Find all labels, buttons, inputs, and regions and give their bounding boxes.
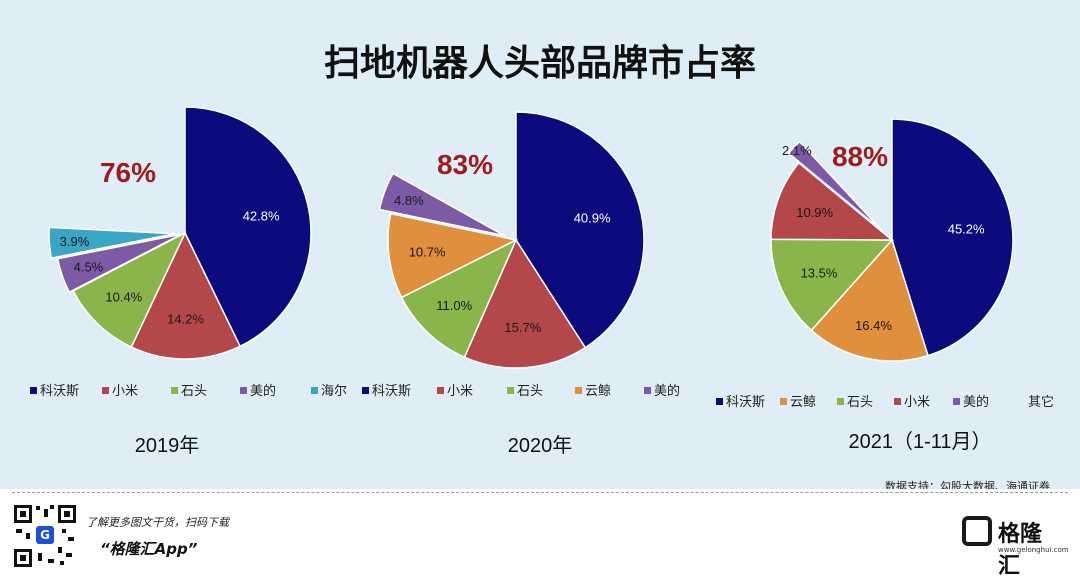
legend-swatch-科沃斯 — [362, 387, 369, 394]
legend-item-海尔: 海尔 — [321, 384, 347, 399]
top-share-label: 76% — [100, 157, 156, 188]
top-share-label: 88% — [832, 141, 888, 172]
legend-item-科沃斯: 科沃斯 — [40, 384, 79, 399]
slice-美的 — [787, 140, 883, 231]
legend-item-小米: 小米 — [904, 395, 930, 410]
pie-chart-3: 45.2% 16.4% 13.5% 10.9% 2.1% 88% 科沃斯 云鲸 石头 小米 美的 其它… — [716, 118, 1054, 453]
slice-label-小米: 10.9% — [796, 205, 833, 220]
brand-logo: 格隆汇 www.gelonghui.com — [962, 512, 1069, 579]
pie-charts: 42.8%14.2%10.4%4.5%3.9%76%科沃斯 小米 石头 美的 海尔201… — [30, 106, 1054, 457]
slice-label-美的: 4.8% — [394, 193, 424, 208]
slice-label-科沃斯: 45.2% — [948, 222, 985, 237]
slice-小米 — [463, 238, 587, 369]
slice-label-美的: 2.1% — [782, 143, 812, 158]
slice-label-云鲸: 16.4% — [855, 318, 892, 333]
slice-label-石头: 10.4% — [105, 290, 142, 305]
slice-科沃斯 — [891, 118, 1014, 357]
legend-item-石头: 石头 — [181, 384, 207, 399]
qr-code[interactable]: G — [12, 503, 78, 569]
legend-swatch-美的 — [953, 398, 960, 405]
brand-url: www.gelonghui.com — [998, 546, 1069, 554]
legend-item-石头: 石头 — [517, 384, 543, 399]
slice-label-小米: 15.7% — [504, 320, 541, 335]
slice-label-科沃斯: 42.8% — [243, 208, 280, 223]
slice-石头 — [72, 231, 187, 349]
legend-item-其它: 其它 — [1028, 394, 1054, 410]
legend-swatch-小米 — [102, 387, 109, 394]
brand-g-icon — [962, 516, 992, 546]
app-name[interactable]: “格隆汇App” — [100, 540, 198, 558]
footer — [0, 489, 1080, 584]
slice-石头 — [770, 238, 894, 332]
legend-swatch-云鲸 — [575, 387, 582, 394]
slice-云鲸 — [810, 238, 929, 362]
brand-name: 格隆汇 — [998, 522, 1043, 579]
legend-item-科沃斯: 科沃斯 — [726, 395, 765, 410]
chart-year-label: 2021（1-11月） — [848, 430, 991, 453]
legend-item-云鲸: 云鲸 — [790, 395, 816, 410]
slice-label-石头: 13.5% — [801, 265, 838, 280]
slice-美的 — [56, 233, 182, 294]
legend-swatch-石头 — [837, 398, 844, 405]
slice-小米 — [130, 231, 242, 360]
slice-label-美的: 4.5% — [74, 260, 104, 275]
legend-item-美的: 美的 — [654, 383, 680, 399]
slice-label-科沃斯: 40.9% — [574, 211, 611, 226]
chart-year-label: 2020年 — [508, 434, 573, 457]
page-title: 扫地机器人头部品牌市占率 — [323, 43, 756, 84]
slice-石头 — [400, 238, 518, 359]
legend-item-小米: 小米 — [112, 384, 138, 399]
legend-item-小米: 小米 — [447, 384, 473, 399]
divider — [12, 492, 1068, 493]
chart-year-label: 2019年 — [135, 434, 200, 457]
pie-chart-1: 42.8% 14.2% 10.4%4.5% 3.9% 76% 科沃斯 小米 石头 美的 海尔 201… — [30, 106, 347, 457]
slice-label-云鲸: 10.7% — [409, 245, 446, 260]
legend-item-云鲸: 云鲸 — [585, 384, 611, 399]
slice-海尔 — [48, 226, 176, 259]
slice-label-海尔: 3.9% — [60, 234, 90, 249]
qr-logo-icon: G — [36, 526, 54, 544]
slice-美的 — [378, 172, 506, 237]
legend-swatch-科沃斯 — [30, 387, 37, 394]
legend-item-科沃斯: 科沃斯 — [372, 384, 411, 399]
legend-swatch-海尔 — [311, 387, 318, 394]
download-prompt: 了解更多图文干货，扫码下载 — [86, 516, 229, 529]
slice-小米 — [770, 161, 895, 241]
slice-label-石头: 11.0% — [436, 298, 472, 313]
slice-label-小米: 14.2% — [167, 312, 204, 327]
legend-swatch-石头 — [507, 387, 514, 394]
legend-item-美的: 美的 — [963, 394, 989, 410]
legend-swatch-美的 — [240, 387, 247, 394]
legend-swatch-小米 — [437, 387, 444, 394]
legend-swatch-小米 — [894, 398, 901, 405]
legend-swatch-云鲸 — [780, 398, 787, 405]
legend-swatch-美的 — [644, 387, 651, 394]
slice-科沃斯 — [184, 106, 312, 348]
legend-item-美的: 美的 — [250, 383, 276, 399]
legend-item-石头: 石头 — [847, 395, 873, 410]
top-share-label: 83% — [437, 149, 493, 180]
slice-云鲸 — [387, 212, 519, 299]
legend-swatch-石头 — [171, 387, 178, 394]
legend-swatch-科沃斯 — [716, 398, 723, 405]
qr-pattern — [12, 503, 78, 569]
pie-chart-2: 40.9% 15.7% 11.0% 10.7% 4.8% 83% 科沃斯 小米 石头 云鲸 美的 20… — [362, 111, 680, 457]
